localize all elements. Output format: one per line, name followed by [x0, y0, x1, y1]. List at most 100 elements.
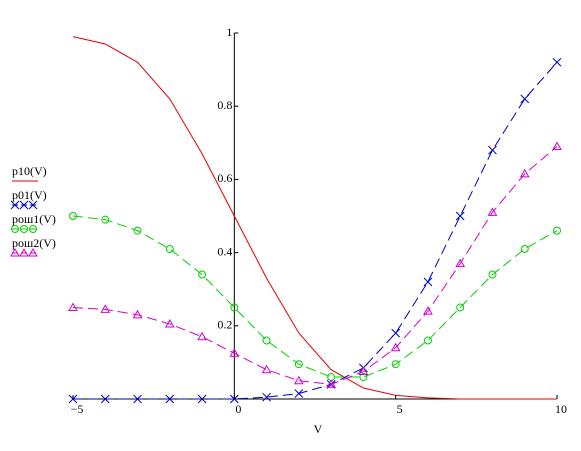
marker — [197, 394, 207, 404]
marker-shape — [11, 225, 19, 233]
marker — [197, 331, 207, 341]
marker-stroke — [423, 277, 433, 287]
marker-shape — [19, 247, 29, 257]
x-tick-label: 0 — [235, 402, 241, 416]
marker — [11, 225, 19, 233]
marker — [455, 211, 465, 221]
marker-shape — [68, 302, 78, 311]
x-tick-label: −5 — [71, 402, 84, 416]
series-line — [72, 146, 558, 385]
x-axis-label: V — [314, 422, 323, 436]
marker — [165, 394, 175, 404]
marker-shape — [423, 306, 433, 315]
marker — [326, 379, 336, 388]
marker — [229, 394, 239, 404]
marker — [552, 57, 562, 67]
marker — [423, 336, 432, 345]
marker-shape — [28, 247, 38, 257]
marker — [552, 141, 562, 150]
marker-shape — [29, 225, 37, 233]
marker — [28, 247, 38, 257]
marker — [455, 258, 466, 268]
marker-shape — [553, 226, 561, 235]
marker-shape — [488, 270, 497, 279]
marker-stroke — [133, 394, 142, 404]
marker — [165, 244, 174, 253]
marker-shape — [552, 141, 562, 150]
marker — [294, 375, 304, 385]
marker-stroke — [197, 394, 207, 404]
marker — [294, 389, 304, 398]
marker-shape — [133, 226, 142, 235]
marker-shape — [132, 309, 143, 319]
marker — [29, 225, 37, 233]
marker — [20, 225, 28, 233]
marker — [69, 212, 77, 220]
marker-shape — [358, 366, 369, 376]
marker-shape — [262, 336, 271, 345]
marker-stroke — [520, 94, 530, 104]
series-line — [72, 36, 557, 400]
marker-shape — [294, 360, 303, 369]
marker — [358, 366, 369, 376]
marker — [68, 394, 78, 404]
marker-shape — [519, 168, 530, 178]
marker-stroke — [68, 394, 78, 404]
marker-shape — [230, 303, 239, 312]
legend-label: p01(V) — [12, 188, 47, 202]
marker — [519, 168, 530, 178]
marker — [520, 94, 530, 104]
marker-shape — [423, 336, 432, 345]
marker — [391, 360, 400, 369]
marker — [262, 392, 271, 402]
marker-shape — [20, 225, 28, 233]
marker-stroke — [488, 145, 497, 155]
marker-shape — [455, 258, 466, 268]
marker — [456, 303, 465, 312]
marker — [359, 373, 368, 382]
marker — [488, 145, 497, 155]
marker — [230, 303, 239, 312]
y-tick-label: 0.8 — [217, 98, 232, 112]
marker — [487, 207, 498, 216]
series-line — [72, 215, 558, 378]
y-tick-label: 0.4 — [217, 244, 232, 258]
marker — [19, 200, 29, 210]
marker — [10, 247, 20, 257]
legend-label: рош1(V) — [12, 212, 56, 226]
marker-shape — [197, 331, 207, 341]
marker — [391, 328, 401, 338]
marker — [229, 348, 240, 357]
y-tick-label: 0.6 — [217, 171, 232, 185]
marker-shape — [520, 244, 529, 253]
marker — [423, 306, 433, 315]
marker-stroke — [294, 389, 304, 398]
marker-shape — [229, 348, 240, 357]
marker — [164, 318, 175, 328]
marker — [133, 226, 142, 235]
marker-shape — [69, 212, 77, 220]
marker-shape — [391, 360, 400, 369]
marker — [553, 226, 561, 235]
y-tick-label: 1 — [226, 25, 232, 39]
marker-stroke — [391, 328, 401, 338]
marker — [19, 247, 29, 257]
series-line — [73, 61, 558, 400]
legend-label: p10(V) — [12, 164, 47, 178]
marker-shape — [487, 207, 498, 216]
marker — [133, 394, 142, 404]
marker-shape — [100, 304, 111, 313]
marker — [198, 270, 207, 279]
y-tick-label: 0.2 — [217, 318, 232, 332]
marker — [100, 304, 111, 313]
marker-shape — [456, 303, 465, 312]
marker-stroke — [262, 392, 271, 402]
marker-stroke — [165, 394, 175, 404]
marker-stroke — [28, 200, 38, 210]
marker-shape — [101, 215, 110, 224]
marker — [132, 309, 143, 319]
marker — [68, 302, 78, 311]
marker-stroke — [229, 394, 239, 404]
marker — [100, 394, 110, 404]
